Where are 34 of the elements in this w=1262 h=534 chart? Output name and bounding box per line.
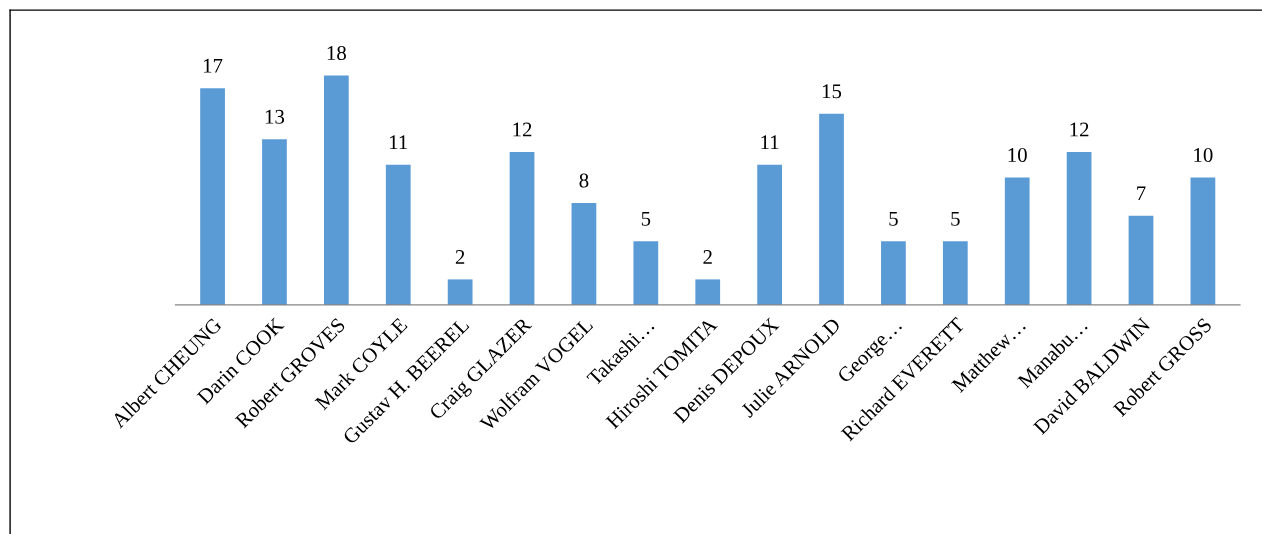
bar [819,113,844,305]
bar [1004,177,1030,305]
data-label: 17 [203,58,223,73]
bar [385,164,411,305]
data-label: 18 [327,45,346,61]
bar [200,88,225,305]
data-label: 10 [1194,148,1213,163]
data-label: 10 [1008,148,1027,163]
data-label: 7 [1137,186,1146,201]
bar [633,241,659,305]
data-label: 2 [703,250,712,264]
data-label: 5 [889,211,898,226]
bar [571,202,597,305]
data-label: 15 [822,84,842,99]
bar [942,241,968,305]
data-label: 11 [761,135,779,150]
bar [262,139,287,305]
bar [1128,215,1154,305]
bar [1066,151,1092,305]
bar [1190,177,1216,305]
data-label: 8 [579,173,589,188]
bar [323,75,349,305]
bar [757,164,783,305]
data-label: 12 [513,122,532,137]
data-label: 5 [641,211,651,226]
bar [695,279,721,305]
data-label: 2 [455,250,465,264]
data-label: 13 [265,109,285,124]
data-label: 11 [390,135,408,150]
bar [509,151,535,305]
bar [881,241,906,305]
data-label: 5 [951,211,960,226]
data-label: 12 [1070,122,1089,137]
bar [447,279,473,305]
